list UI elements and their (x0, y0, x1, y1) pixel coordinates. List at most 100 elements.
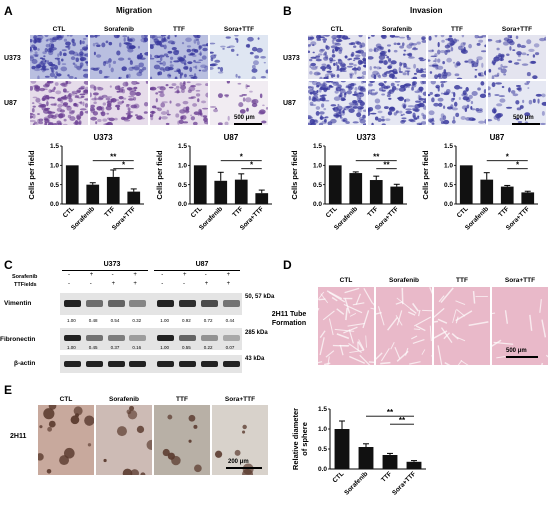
wb-band (85, 300, 103, 307)
y-tick-label: 1.0 (444, 163, 453, 170)
bar (234, 179, 248, 204)
bar (193, 165, 207, 204)
wb-kda-vimentin: 50, 57 kDa (245, 294, 275, 300)
y-tick-label: 1.5 (444, 143, 453, 150)
bar (382, 455, 398, 469)
y-tick-label: 1.0 (313, 163, 322, 170)
chart-title: U373 (356, 133, 376, 142)
wb-sign: - (68, 281, 70, 287)
wb-band (107, 361, 125, 367)
micrograph-image (318, 287, 374, 365)
bar (390, 186, 404, 204)
y-tick-label: 0.5 (313, 182, 322, 189)
col-label: Sora+TTF (223, 26, 255, 33)
wb-band (222, 335, 240, 341)
significance-label: * (122, 161, 126, 170)
wb-band (64, 361, 81, 367)
wb-band (107, 300, 125, 307)
scale-bar (512, 123, 540, 125)
x-tick-label: TTF (380, 470, 393, 483)
micrograph-image (212, 405, 268, 475)
scale-bar (226, 467, 262, 469)
micrograph-image (308, 81, 366, 125)
wb-cell-line: U87 (195, 261, 209, 268)
wb-sign: + (226, 281, 231, 287)
bar (334, 429, 350, 469)
wb-quant-value: 0.48 (88, 318, 98, 323)
micrograph-image (428, 35, 486, 79)
col-label: CTL (330, 26, 344, 33)
x-tick-label: TTF (366, 205, 379, 218)
wb-quant-value: 0.45 (88, 345, 98, 350)
micrograph-image (38, 405, 94, 475)
wb-band (85, 361, 103, 367)
wb-band (200, 335, 218, 341)
x-tick-label: CTL (332, 470, 346, 484)
micrograph-image (376, 287, 432, 365)
col-label: TTF (173, 26, 185, 33)
micrograph-image (488, 81, 546, 125)
col-label: Sorafenib (389, 277, 419, 284)
x-tick-label: TTF (231, 205, 244, 218)
wb-band (85, 335, 103, 341)
y-tick-label: 0.5 (178, 182, 187, 189)
invasion-micrograph-grid (308, 35, 548, 127)
wb-sign: + (183, 272, 187, 278)
y-tick-label: 0.0 (444, 201, 453, 208)
micrograph-image (428, 81, 486, 125)
col-label: Sorafenib (382, 26, 412, 33)
col-label: TTF (456, 277, 468, 284)
micrograph-image (96, 405, 152, 475)
wb-bands-fibronectin (60, 328, 242, 350)
col-label: Sora+TTF (504, 277, 536, 284)
wb-band (222, 361, 240, 367)
bar-chart-sphere-diameter: Relative diameterof sphere 0.0 0.5 1.0 1.5 CT… (291, 406, 426, 497)
y-tick-label: 1.0 (318, 426, 327, 433)
bar (255, 193, 269, 204)
y-tick-label: 0.0 (50, 201, 59, 208)
wb-sign: - (161, 281, 164, 287)
wb-quant-fibronectin: 1.00 0.45 0.37 0.16 1.00 0.55 0.22 0.07 (62, 345, 242, 351)
y-tick-label: 0.5 (50, 182, 59, 189)
wb-blot-fibronectin (60, 328, 242, 350)
scale-bar (506, 356, 538, 358)
wb-quant-value: 0.22 (203, 345, 213, 350)
row-label-u87: U87 (4, 100, 17, 107)
wb-protein-fibronectin: Fibronectin (0, 336, 36, 343)
y-tick-label: 0.0 (313, 201, 322, 208)
wb-sign: + (226, 272, 231, 278)
scale-bar-label: 200 μm (228, 459, 249, 465)
significance-label: * (516, 161, 520, 170)
bar (500, 186, 514, 204)
bar (86, 184, 100, 204)
wb-quant-value: 0.55 (182, 345, 191, 350)
wb-sign: + (133, 272, 137, 278)
y-tick-label: 0.0 (178, 201, 187, 208)
y-tick-label: 1.5 (313, 143, 322, 150)
col-label: CTL (339, 277, 353, 284)
wb-band (129, 300, 147, 307)
wb-quant-value: 0.72 (203, 318, 213, 323)
wb-band (200, 361, 218, 367)
y-axis-label: Relative diameterof sphere (291, 408, 309, 470)
panel-b-title: Invasion (410, 6, 443, 15)
wb-quant-value: 1.00 (67, 318, 76, 323)
micrograph-image (308, 35, 366, 79)
wb-divider (62, 270, 148, 271)
x-tick-label: Sora+TTF (391, 470, 417, 496)
wb-sign: + (111, 281, 116, 287)
wb-protein-vimentin: Vimentin (4, 300, 32, 307)
micrograph-image (368, 81, 426, 125)
x-tick-label: TTF (497, 205, 510, 218)
bar (521, 192, 535, 204)
wb-band (179, 361, 196, 367)
significance-label: ** (383, 161, 390, 170)
wb-quant-value: 0.92 (182, 318, 191, 323)
scale-bar-label: 500 μm (513, 115, 534, 121)
bar (459, 165, 473, 204)
bar (406, 461, 422, 469)
significance-label: * (250, 161, 254, 170)
row-label-u373: U373 (4, 55, 21, 62)
x-tick-label: TTF (103, 205, 116, 218)
